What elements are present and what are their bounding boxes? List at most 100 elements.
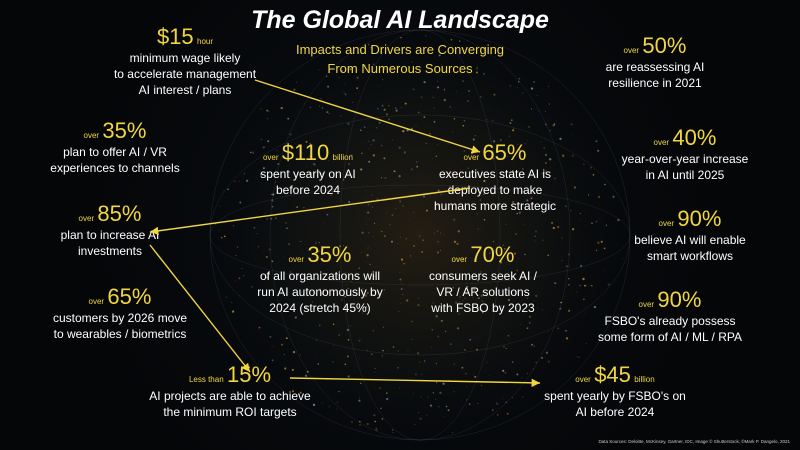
globe-light-dot — [375, 428, 378, 431]
globe-light-dot — [509, 84, 512, 87]
stat-desc-line: FSBO's already possess — [604, 314, 736, 328]
globe-light-dot — [400, 36, 402, 39]
globe-light-dot — [458, 313, 460, 315]
globe-light-dot — [345, 203, 347, 205]
globe-light-dot — [612, 195, 615, 198]
globe-light-dot — [413, 423, 416, 426]
globe-light-dot — [409, 255, 412, 257]
globe-light-dot — [397, 367, 399, 369]
globe-light-dot — [381, 104, 384, 107]
stat-value: 35% — [307, 242, 352, 267]
stat-desc-line: resilience in 2021 — [608, 76, 702, 90]
globe-light-dot — [299, 354, 301, 356]
globe-light-dot — [495, 381, 497, 383]
globe-light-dot — [318, 69, 320, 71]
subtitle-line-1: Impacts and Drivers are Converging — [295, 42, 505, 57]
globe-light-dot — [432, 302, 434, 304]
globe-light-dot — [545, 162, 547, 165]
globe-light-dot — [366, 292, 369, 294]
globe-light-dot — [528, 126, 530, 128]
globe-light-dot — [444, 234, 445, 236]
globe-light-dot — [356, 76, 359, 79]
stat-prefix: over — [262, 153, 279, 162]
globe-light-dot — [490, 326, 492, 328]
globe-light-dot — [302, 152, 303, 154]
globe-light-dot — [347, 247, 349, 249]
globe-light-dot — [493, 241, 495, 243]
globe-light-dot — [294, 316, 297, 319]
globe-light-dot — [336, 408, 338, 410]
globe-light-dot — [418, 361, 421, 364]
globe-light-dot — [431, 346, 433, 348]
globe-light-dot — [383, 157, 386, 160]
globe-light-dot — [366, 306, 368, 308]
globe-light-dot — [570, 123, 573, 126]
globe-light-dot — [475, 67, 479, 70]
globe-light-dot — [359, 424, 361, 426]
globe-light-dot — [362, 288, 364, 290]
globe-light-dot — [349, 68, 352, 71]
globe-light-dot — [516, 87, 518, 89]
stat-desc-line: spent yearly by FSBO's on — [544, 389, 686, 403]
globe-light-dot — [308, 172, 312, 175]
stat-value: 90% — [677, 206, 722, 231]
stat-value: 50% — [642, 33, 687, 58]
globe-light-dot — [345, 272, 347, 273]
globe-light-dot — [365, 64, 367, 66]
stat-desc-line: plan to increase AI — [60, 228, 160, 242]
globe-light-dot — [328, 406, 330, 408]
globe-light-dot — [434, 232, 435, 234]
globe-light-dot — [341, 299, 343, 301]
globe-light-dot — [320, 245, 322, 247]
globe-light-dot — [595, 140, 598, 143]
globe-light-dot — [276, 308, 278, 311]
globe-light-dot — [268, 248, 271, 251]
globe-light-dot — [433, 120, 436, 123]
globe-light-dot — [475, 71, 478, 74]
stat-desc-line: before 2024 — [275, 183, 341, 197]
globe-light-dot — [429, 132, 431, 135]
globe-light-dot — [436, 251, 440, 254]
globe-light-dot — [374, 371, 376, 373]
globe-light-dot — [440, 319, 443, 322]
globe-light-dot — [551, 221, 554, 224]
globe-light-dot — [438, 406, 440, 408]
globe-light-dot — [406, 129, 409, 132]
globe-light-dot — [267, 118, 269, 120]
globe-light-dot — [296, 206, 299, 208]
globe-light-dot — [604, 183, 606, 186]
globe-light-dot — [499, 139, 502, 142]
globe-light-dot — [492, 140, 496, 143]
stat-desc-line: investments — [77, 244, 143, 258]
globe-light-dot — [477, 306, 479, 309]
globe-light-dot — [271, 359, 274, 362]
globe-light-dot — [565, 329, 567, 332]
globe-light-dot — [461, 258, 465, 261]
globe-light-dot — [359, 129, 362, 132]
globe-light-dot — [251, 286, 253, 288]
globe-light-dot — [549, 129, 551, 132]
globe-light-dot — [573, 186, 577, 189]
globe-light-dot — [449, 105, 452, 108]
globe-light-dot — [516, 373, 519, 376]
stat-consumers: over 70% consumers seek AI / VR / AR sol… — [408, 242, 558, 316]
globe-light-dot — [544, 153, 548, 156]
globe-light-dot — [491, 409, 494, 411]
globe-light-dot — [516, 143, 518, 145]
globe-light-dot — [591, 284, 593, 287]
stat-prefix: over — [658, 219, 675, 228]
globe-light-dot — [567, 253, 570, 256]
globe-light-dot — [503, 345, 505, 348]
globe-light-dot — [326, 75, 328, 77]
globe-light-dot — [392, 346, 395, 348]
globe-light-dot — [389, 188, 391, 190]
globe-light-dot — [386, 212, 387, 214]
globe-light-dot — [451, 131, 453, 133]
globe-light-dot — [274, 182, 276, 183]
globe-light-dot — [449, 343, 452, 345]
globe-light-dot — [559, 307, 562, 310]
globe-light-dot — [488, 150, 490, 151]
globe-light-dot — [565, 337, 569, 340]
globe-light-dot — [321, 292, 324, 295]
